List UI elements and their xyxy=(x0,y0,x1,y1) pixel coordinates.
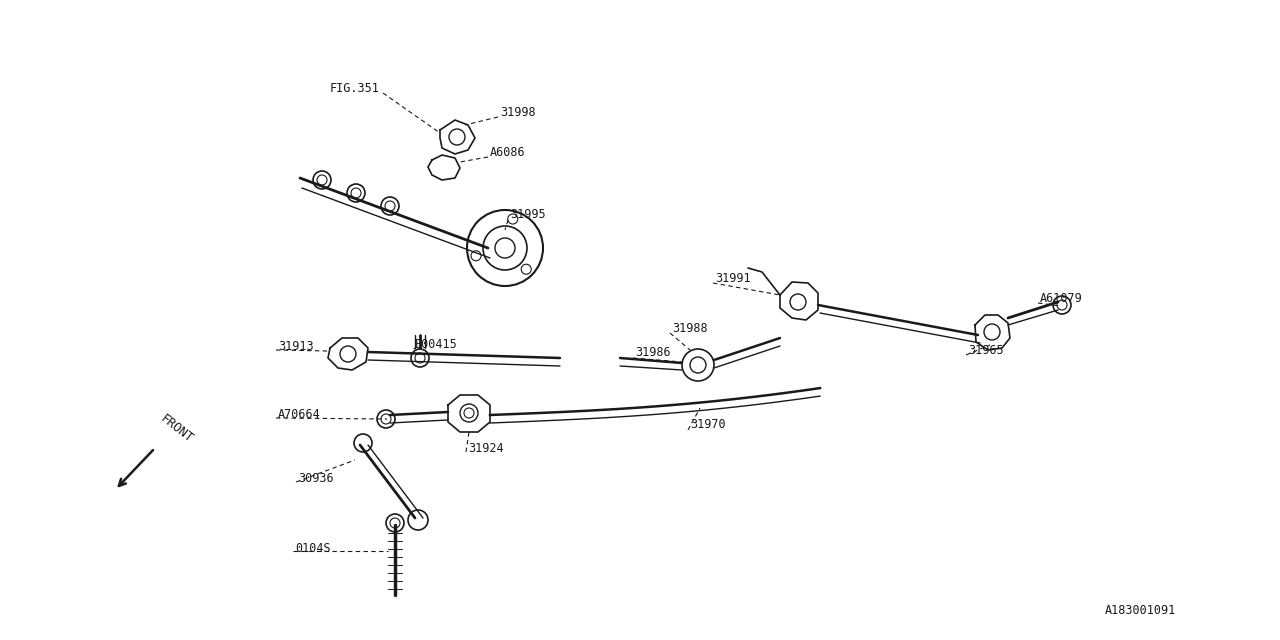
Text: 31965: 31965 xyxy=(968,344,1004,356)
Text: A70664: A70664 xyxy=(278,408,321,422)
Text: 31970: 31970 xyxy=(690,419,726,431)
Text: FIG.351: FIG.351 xyxy=(330,81,380,95)
Text: 31991: 31991 xyxy=(716,271,750,285)
Text: A61079: A61079 xyxy=(1039,291,1083,305)
Text: 0104S: 0104S xyxy=(294,541,330,554)
Text: FRONT: FRONT xyxy=(157,412,196,445)
Text: 31924: 31924 xyxy=(468,442,503,454)
Text: 31998: 31998 xyxy=(500,106,535,118)
Text: 31913: 31913 xyxy=(278,339,314,353)
Text: 31988: 31988 xyxy=(672,321,708,335)
Text: 30936: 30936 xyxy=(298,472,334,484)
Text: 31986: 31986 xyxy=(635,346,671,358)
Text: 31995: 31995 xyxy=(509,209,545,221)
Text: A183001091: A183001091 xyxy=(1105,604,1176,616)
Text: E00415: E00415 xyxy=(415,339,458,351)
Text: A6086: A6086 xyxy=(490,145,526,159)
